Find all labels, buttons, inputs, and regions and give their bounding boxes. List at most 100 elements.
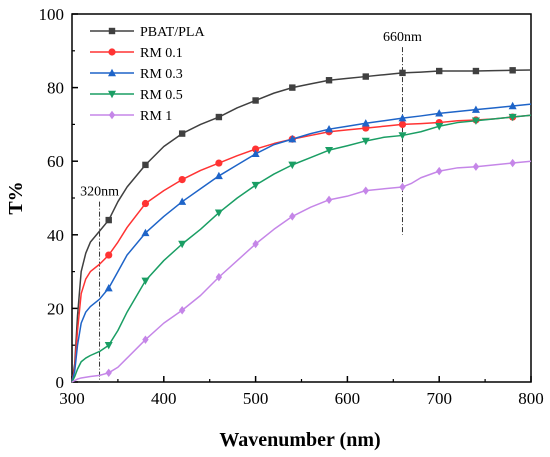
x-tick-label: 400 [151, 389, 177, 408]
series-1 [71, 113, 532, 383]
legend-marker [108, 68, 116, 77]
data-point [472, 67, 480, 75]
data-point [288, 161, 297, 170]
data-point [289, 84, 296, 91]
legend-label: RM 0.5 [140, 88, 183, 103]
y-tick-label: 100 [39, 5, 65, 24]
data-point [178, 130, 186, 137]
x-tick-label: 800 [518, 389, 544, 408]
series-0 [71, 67, 532, 383]
data-point [142, 335, 149, 344]
data-point [362, 73, 369, 80]
data-point [325, 77, 333, 84]
data-point [508, 113, 517, 122]
data-point [251, 149, 260, 158]
legend-marker [108, 48, 116, 56]
data-point [399, 69, 406, 77]
data-point [509, 67, 516, 74]
series-line [71, 114, 532, 383]
series-lines [71, 67, 532, 383]
axes: 300 400 500 600 700 800 0 20 40 60 80 100 [39, 5, 544, 408]
data-point [104, 342, 113, 350]
data-point [178, 240, 187, 249]
data-point [142, 161, 149, 169]
data-point [325, 195, 333, 205]
x-tick-label: 500 [243, 389, 269, 408]
data-point [471, 105, 480, 113]
data-point [215, 272, 223, 282]
legend-item: RM 0.1 [90, 46, 183, 61]
legend-marker [108, 90, 116, 99]
legend-item: PBAT/PLA [90, 25, 205, 40]
data-point [252, 97, 259, 104]
legend-item: RM 0.5 [90, 88, 183, 103]
data-point [105, 216, 112, 224]
data-point [105, 251, 113, 259]
x-tick-label: 300 [59, 389, 85, 408]
data-point [361, 137, 370, 146]
data-point [252, 239, 259, 249]
data-point [141, 277, 150, 285]
data-point [141, 228, 150, 237]
y-tick-label: 0 [56, 373, 65, 392]
data-point [325, 146, 334, 155]
data-point [508, 101, 517, 110]
series-line [71, 160, 532, 383]
y-tick-label: 80 [47, 79, 64, 98]
data-point [251, 181, 260, 190]
data-point [104, 283, 113, 292]
data-point [472, 162, 480, 171]
legend-label: RM 0.3 [140, 67, 183, 82]
x-axis-title: Wavenumber (nm) [219, 429, 380, 451]
legend-marker [108, 27, 116, 35]
x-tick-label: 700 [426, 389, 452, 408]
legend-label: RM 0.1 [140, 46, 183, 61]
data-point [398, 113, 407, 122]
data-point [105, 368, 112, 377]
data-point [178, 197, 187, 205]
legend-label: RM 1 [140, 109, 172, 124]
data-point [178, 176, 186, 184]
annotation-label: 320nm [80, 185, 119, 200]
data-point [215, 159, 223, 167]
y-tick-label: 20 [47, 299, 64, 318]
data-point [252, 145, 260, 153]
legend: PBAT/PLA RM 0.1 RM 0.3 RM 0.5 RM 1 [90, 25, 205, 124]
x-tick-label: 600 [335, 389, 361, 408]
legend-marker [108, 110, 116, 120]
y-tick-label: 40 [47, 226, 64, 245]
legend-item: RM 1 [90, 109, 172, 124]
data-point [361, 119, 370, 127]
legend-label: PBAT/PLA [140, 25, 205, 40]
data-point [325, 124, 334, 133]
data-point [509, 158, 516, 168]
series-4 [71, 158, 532, 383]
data-point [435, 123, 444, 131]
series-line [71, 114, 532, 383]
data-point [399, 182, 406, 192]
legend-item: RM 0.3 [90, 67, 183, 82]
y-axis-title: T% [5, 181, 27, 214]
data-point [398, 132, 407, 140]
data-point [289, 212, 296, 221]
data-point [288, 134, 297, 143]
annotations: 320nm 660nm [80, 30, 422, 382]
data-point [214, 171, 223, 180]
series-3 [71, 113, 532, 383]
data-point [435, 109, 444, 117]
data-point [362, 186, 369, 195]
y-tick-label: 60 [47, 152, 64, 171]
series-line [71, 103, 532, 383]
annotation-label: 660nm [383, 30, 422, 45]
data-point [178, 306, 186, 315]
data-point [436, 67, 443, 75]
series-2 [71, 101, 532, 383]
data-point [141, 199, 150, 208]
data-point [214, 209, 223, 217]
data-point [436, 166, 443, 176]
data-point [398, 120, 407, 128]
data-point [471, 117, 480, 125]
data-point [215, 113, 223, 121]
